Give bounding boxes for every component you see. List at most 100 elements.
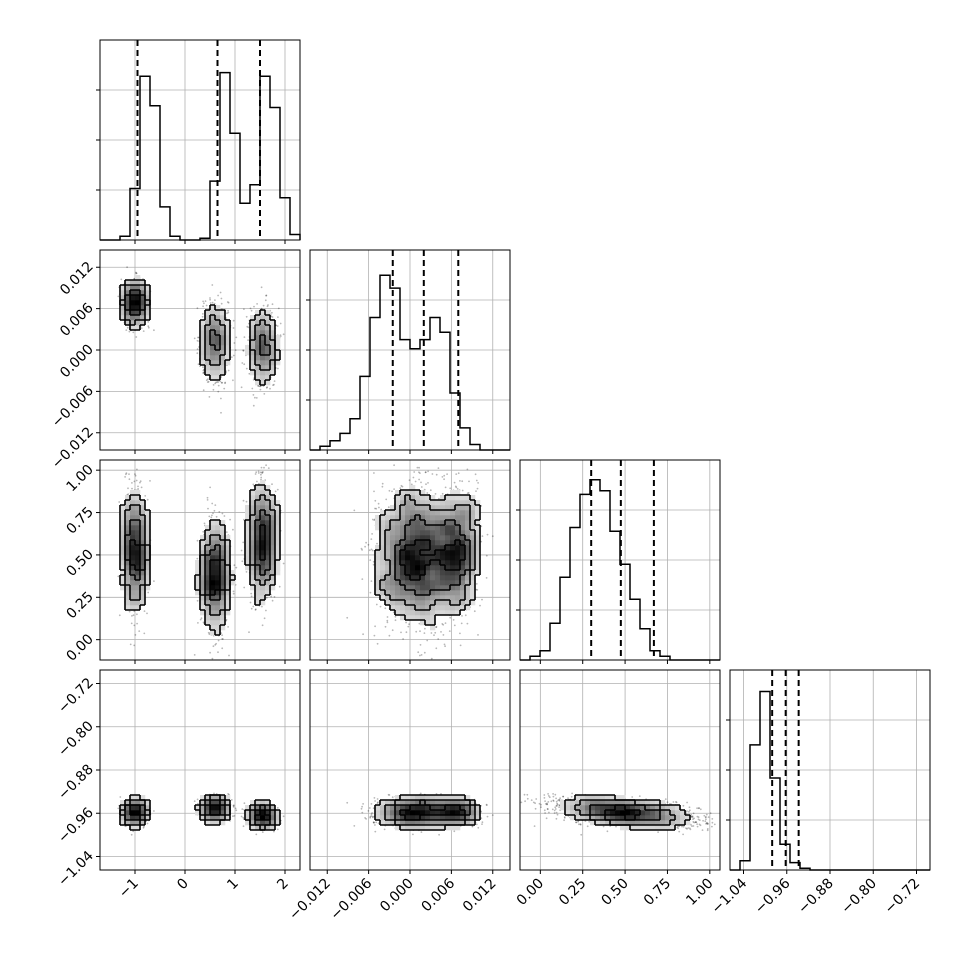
- scatter-point: [196, 339, 199, 342]
- scatter-point: [217, 651, 219, 654]
- panel-0-0: [100, 40, 300, 240]
- scatter-point: [118, 501, 121, 503]
- scatter-point: [135, 272, 138, 275]
- scatter-point: [232, 592, 235, 595]
- density-cell: [210, 355, 216, 361]
- scatter-point: [206, 496, 209, 499]
- scatter-point: [217, 294, 220, 297]
- scatter-point: [229, 518, 232, 521]
- scatter-point: [221, 381, 224, 384]
- scatter-point: [221, 512, 224, 515]
- scatter-point: [217, 390, 220, 393]
- scatter-point: [257, 384, 259, 387]
- scatter-point: [125, 329, 128, 331]
- density-panel-2-0: [117, 464, 285, 660]
- scatter-point: [252, 404, 255, 407]
- scatter-point: [202, 389, 205, 392]
- scatter-point: [221, 634, 224, 637]
- scatter-point: [218, 511, 221, 513]
- scatter-point: [217, 384, 220, 387]
- scatter-point: [220, 411, 222, 414]
- scatter-point: [134, 634, 137, 636]
- scatter-point: [255, 397, 258, 399]
- scatter-point: [144, 495, 147, 497]
- scatter-point: [232, 590, 235, 593]
- scatter-point: [271, 316, 274, 318]
- scatter-point: [213, 302, 216, 305]
- scatter-point: [203, 522, 206, 525]
- scatter-point: [250, 595, 253, 598]
- scatter-point: [135, 479, 138, 482]
- scatter-point: [210, 516, 213, 519]
- scatter-point: [248, 372, 251, 375]
- scatter-point: [267, 467, 270, 469]
- scatter-point: [207, 378, 209, 380]
- scatter-point: [254, 396, 256, 399]
- scatter-point: [247, 326, 250, 329]
- scatter-point: [146, 498, 149, 501]
- scatter-point: [277, 307, 280, 310]
- scatter-point: [257, 472, 260, 474]
- scatter-point: [209, 298, 212, 301]
- scatter-point: [260, 307, 263, 310]
- scatter-point: [282, 562, 285, 565]
- scatter-point: [214, 299, 216, 301]
- scatter-point: [252, 394, 255, 396]
- scatter-point: [201, 313, 204, 315]
- scatter-point: [211, 514, 213, 517]
- scatter-point: [263, 617, 266, 620]
- scatter-point: [146, 612, 148, 615]
- scatter-point: [219, 291, 222, 294]
- scatter-point: [134, 474, 137, 477]
- scatter-point: [223, 387, 226, 390]
- scatter-point: [222, 638, 224, 640]
- scatter-point: [135, 336, 138, 338]
- scatter-point: [235, 566, 238, 569]
- scatter-point: [135, 272, 138, 275]
- scatter-point: [203, 302, 205, 305]
- scatter-point: [230, 356, 233, 358]
- scatter-point: [228, 654, 230, 657]
- scatter-point: [277, 316, 279, 318]
- scatter-point: [251, 387, 254, 390]
- scatter-point: [128, 330, 131, 333]
- scatter-point: [211, 502, 214, 505]
- scatter-point: [243, 308, 245, 310]
- scatter-point: [242, 499, 245, 502]
- scatter-point: [209, 651, 212, 654]
- scatter-point: [254, 473, 257, 475]
- scatter-point: [260, 286, 263, 289]
- scatter-point: [225, 531, 228, 533]
- scatter-point: [209, 486, 212, 489]
- scatter-point: [261, 605, 263, 608]
- scatter-point: [241, 560, 244, 563]
- scatter-point: [265, 387, 268, 389]
- scatter-point: [201, 315, 204, 318]
- scatter-point: [196, 352, 199, 355]
- scatter-point: [208, 396, 211, 398]
- scatter-point: [249, 307, 252, 310]
- scatter-point: [252, 605, 255, 608]
- scatter-point: [196, 348, 199, 350]
- density-cell: [210, 370, 216, 376]
- scatter-point: [235, 336, 238, 339]
- panel-3-3: [730, 670, 930, 870]
- scatter-point: [233, 342, 236, 344]
- scatter-point: [209, 297, 211, 299]
- scatter-point: [140, 486, 143, 489]
- scatter-point: [197, 622, 199, 624]
- scatter-point: [232, 354, 235, 357]
- density-cell: [215, 325, 221, 331]
- scatter-point: [136, 468, 138, 471]
- scatter-point: [127, 493, 130, 496]
- scatter-point: [227, 369, 230, 372]
- scatter-point: [139, 481, 141, 484]
- scatter-point: [263, 466, 265, 469]
- scatter-point: [220, 381, 223, 384]
- scatter-point: [226, 312, 228, 315]
- scatter-point: [260, 466, 263, 469]
- scatter-point: [206, 499, 209, 501]
- scatter-point: [259, 385, 262, 388]
